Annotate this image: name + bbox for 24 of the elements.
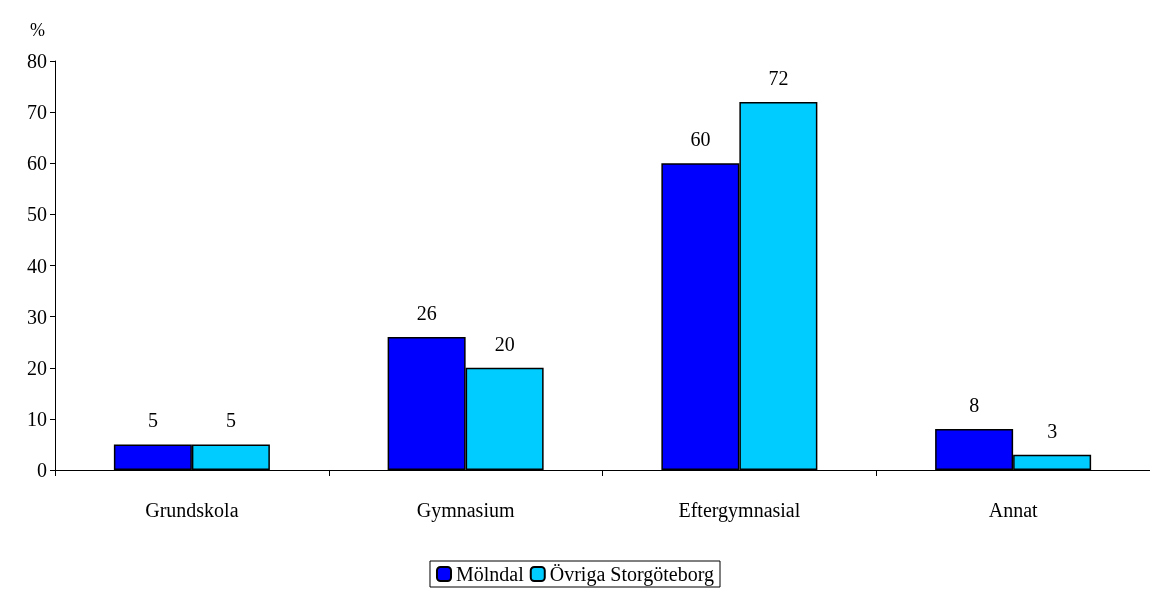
y-axis-title: %	[30, 20, 45, 40]
data-label: 8	[969, 394, 980, 417]
data-label: 3	[1047, 419, 1058, 442]
y-tick-label: 70	[27, 101, 47, 124]
y-tick-label: 30	[27, 305, 47, 328]
y-tick-label: 80	[27, 50, 47, 72]
data-label: 26	[416, 302, 437, 325]
data-label: 5	[147, 409, 158, 432]
x-tick-label: Gymnasium	[416, 499, 515, 522]
x-tick-label: Grundskola	[145, 499, 239, 521]
legend-label: Mölndal	[455, 563, 525, 585]
data-label: 60	[690, 128, 711, 151]
legend-label: Övriga Storgöteborg	[549, 563, 715, 586]
x-tick-label: Annat	[988, 499, 1038, 521]
data-label: 5	[225, 409, 236, 432]
x-tick-label: Eftergymnasial	[678, 499, 801, 522]
y-tick-label: 20	[27, 356, 47, 379]
data-label: 20	[494, 332, 515, 355]
y-tick-label: 10	[27, 407, 47, 430]
y-tick-label: 60	[27, 152, 47, 175]
data-label: 72	[768, 66, 789, 89]
y-tick-label: 50	[27, 203, 47, 226]
y-tick-label: 0	[37, 459, 47, 481]
y-tick-label: 40	[27, 254, 47, 277]
